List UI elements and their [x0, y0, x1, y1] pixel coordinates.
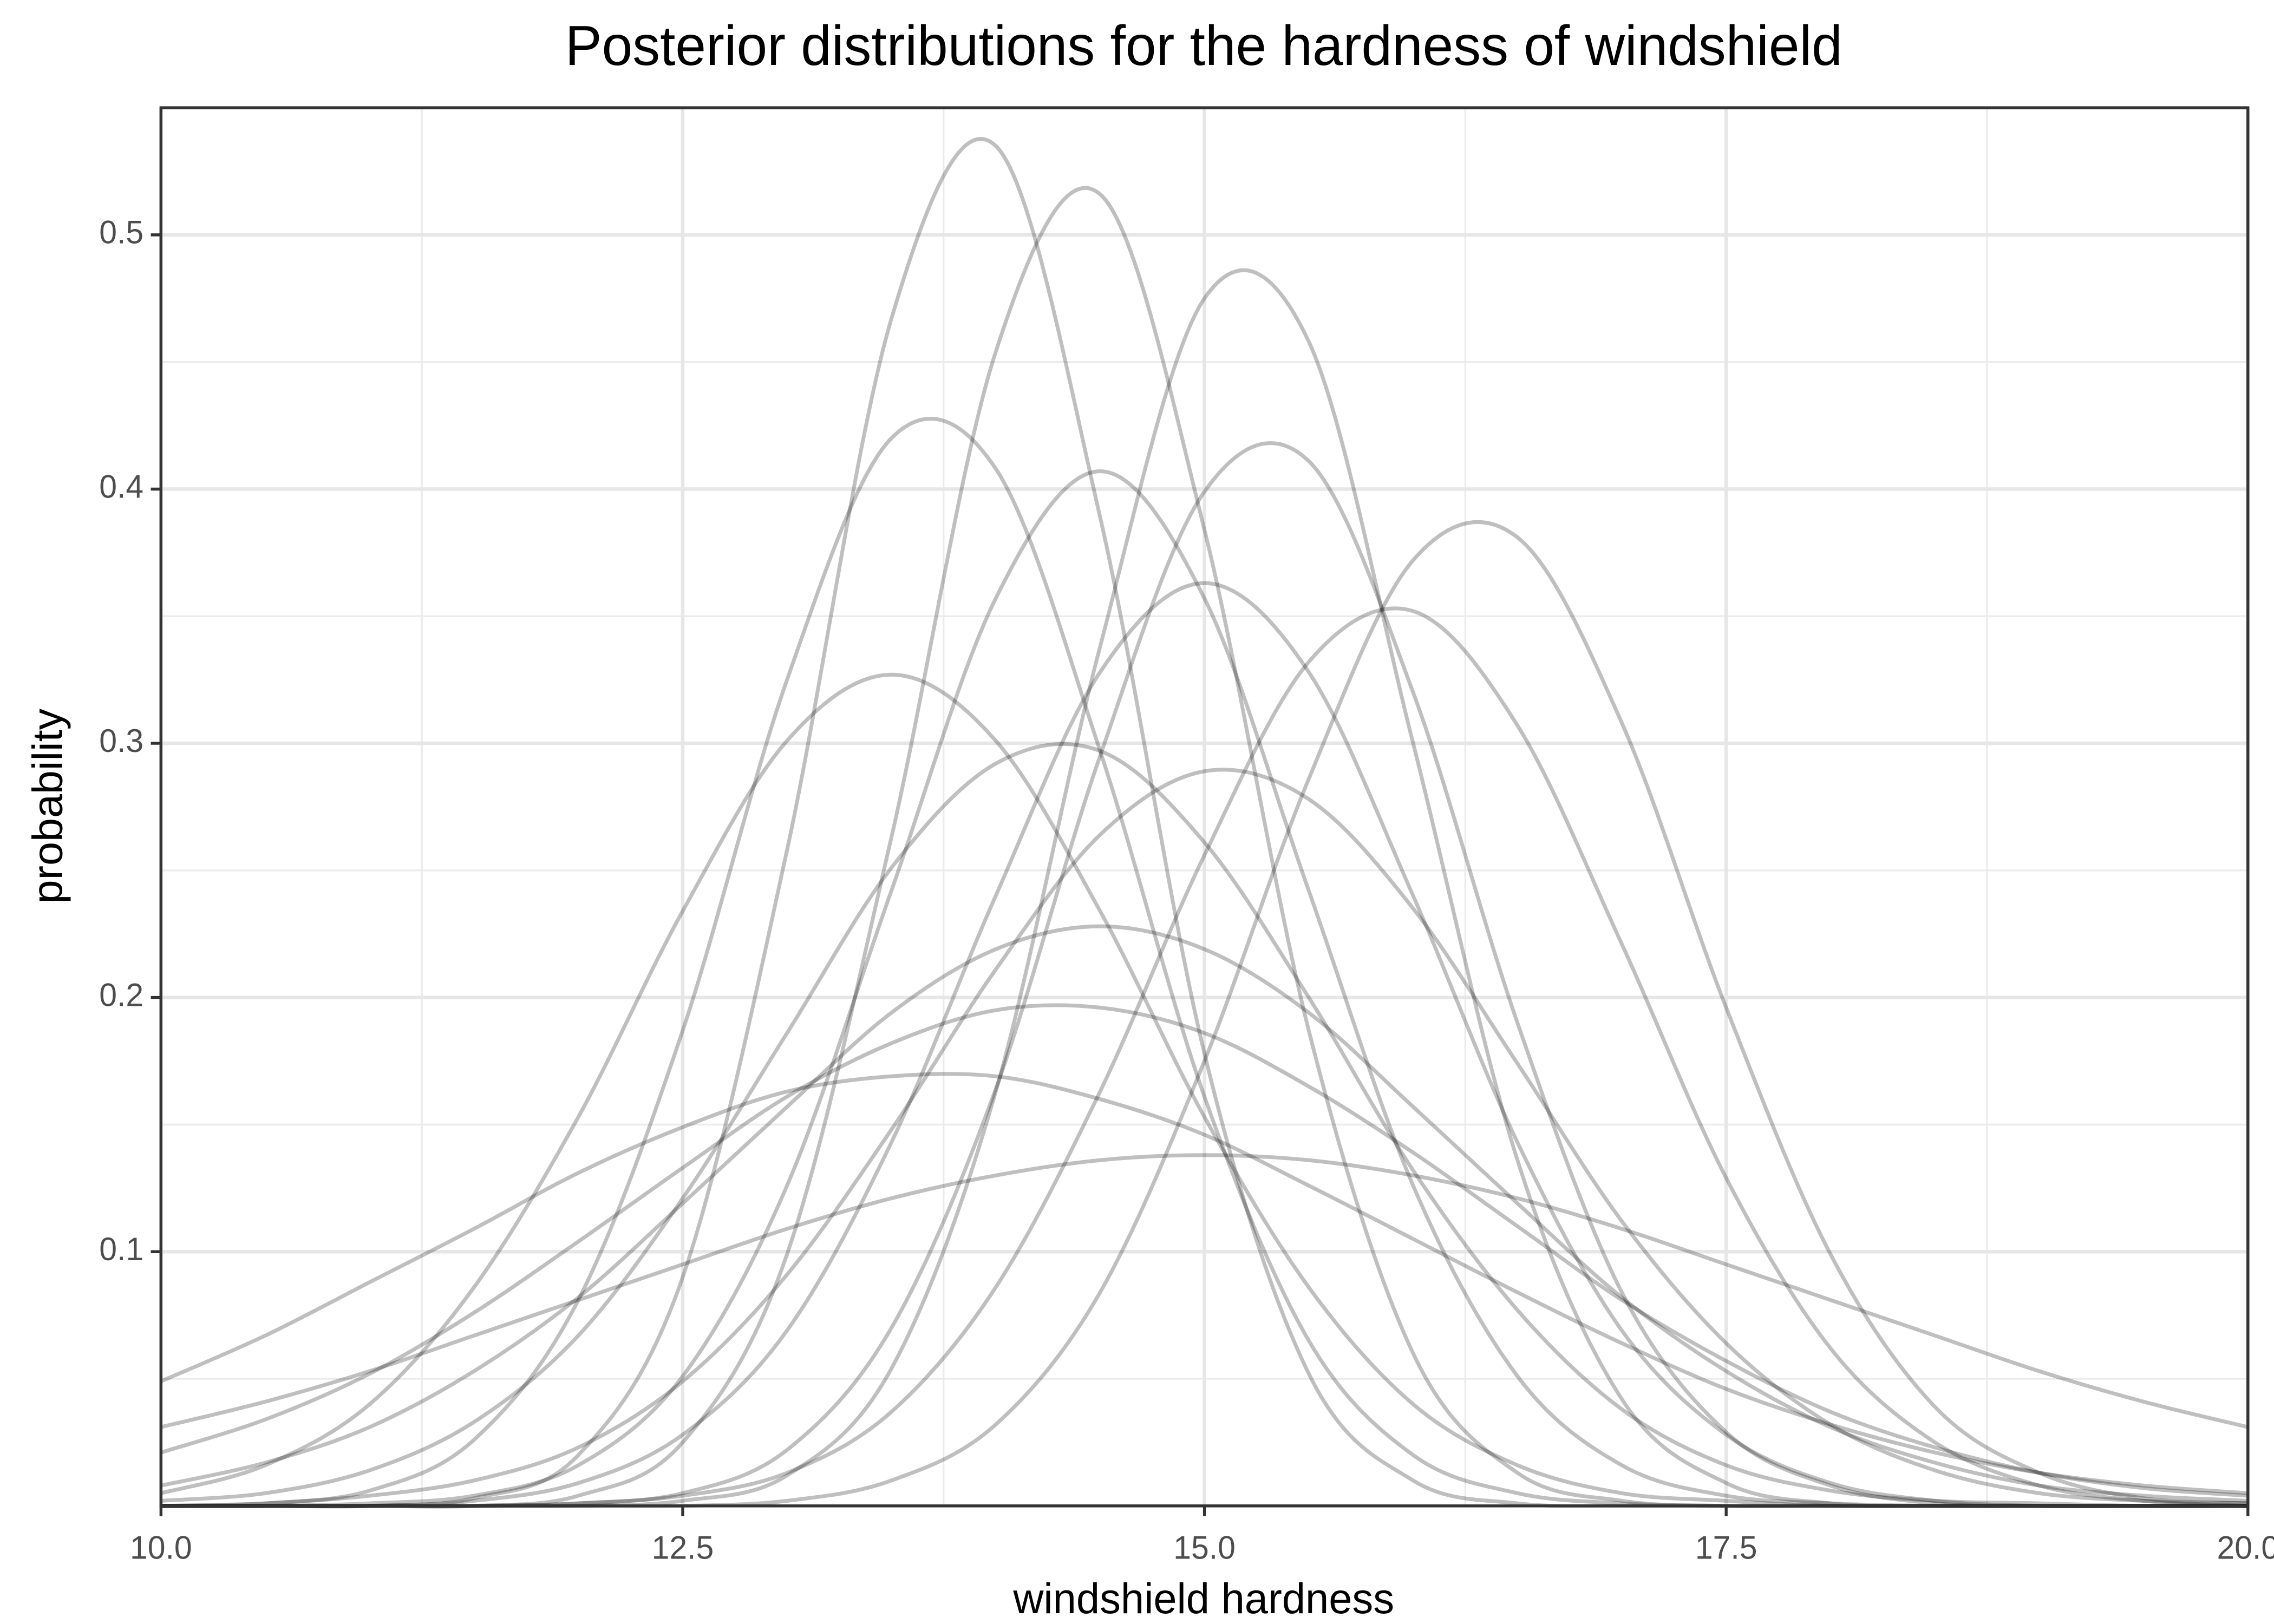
density-line: [161, 768, 2248, 1508]
density-line: [160, 1153, 2249, 1429]
x-tick-label: 10.0: [130, 1529, 192, 1566]
y-tick-label: 0.5: [99, 214, 143, 251]
density-line: [161, 469, 2248, 1508]
x-axis-label: windshield hardness: [1012, 1574, 1394, 1622]
x-tick-label: 17.5: [1695, 1529, 1757, 1566]
density-line: [160, 1003, 2249, 1498]
y-tick-label: 0.4: [99, 468, 143, 505]
x-tick-label: 12.5: [652, 1529, 714, 1566]
x-tick-label: 15.0: [1173, 1529, 1236, 1566]
axes: 10.0 12.5 15.0 17.5 20.0 0.1 0.2 0.3 0.4 0.5: [99, 106, 2274, 1566]
y-tick-label: 0.2: [99, 977, 143, 1013]
x-tick-label: 20.0: [2217, 1529, 2274, 1566]
y-tick-label: 0.1: [99, 1231, 143, 1268]
plot-border: [159, 106, 2250, 1508]
y-axis-label: probability: [24, 708, 71, 903]
density-line: [161, 606, 2248, 1508]
y-tick-label: 0.3: [99, 722, 143, 759]
density-line: [161, 742, 2248, 1508]
chart-title: Posterior distributions for the hardness…: [565, 14, 1842, 77]
density-line: [160, 1072, 2249, 1495]
density-line: [161, 441, 2248, 1508]
density-line: [160, 924, 2248, 1503]
density-line: [161, 581, 2248, 1509]
